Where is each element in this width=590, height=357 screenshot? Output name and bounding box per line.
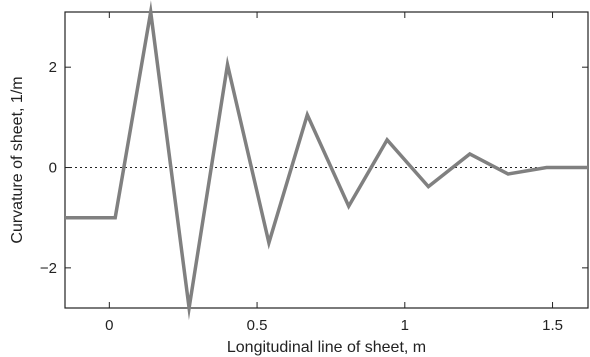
y-tick-label: −2 — [40, 260, 57, 277]
x-tick-label: 1.5 — [542, 317, 563, 334]
tick-layer: 0 0.5 1 1.5 −2 0 2 — [40, 12, 588, 334]
x-tick-label: 0 — [105, 317, 113, 334]
curvature-series-line — [65, 0, 588, 321]
y-axis-label: Curvature of sheet, 1/m — [9, 76, 26, 243]
y-tick-label: 2 — [49, 59, 57, 76]
x-tick-label: 1 — [401, 317, 409, 334]
series-layer — [65, 0, 588, 321]
x-tick-label: 0.5 — [247, 317, 268, 334]
x-axis-label: Longitudinal line of sheet, m — [227, 339, 426, 356]
y-tick-label: 0 — [49, 160, 57, 177]
plot-frame — [64, 11, 589, 309]
